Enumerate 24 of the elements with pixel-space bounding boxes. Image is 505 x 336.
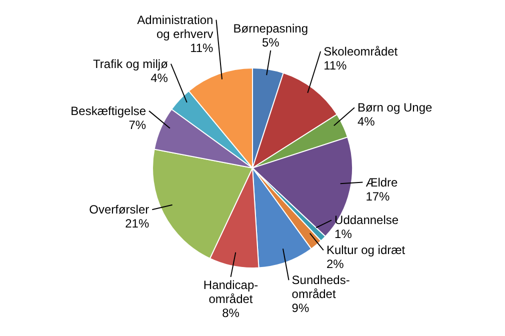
data-label: 5% — [262, 35, 280, 50]
slice-label: Handicap- området — [203, 278, 258, 306]
data-label: 1% — [334, 227, 352, 242]
data-label: 11% — [190, 40, 214, 55]
data-label: 21% — [125, 216, 150, 231]
slice-label: Overførsler — [89, 202, 150, 217]
data-label: 4% — [357, 114, 376, 129]
slice-label: Trafik og miljø — [93, 56, 169, 71]
slice-label: Skoleområdet — [324, 44, 398, 58]
slice-label: Uddannelse — [334, 213, 399, 228]
data-label: 7% — [128, 118, 146, 132]
data-label: 17% — [366, 189, 390, 204]
data-label: 11% — [324, 58, 348, 72]
slice-label: Sundheds- området — [292, 273, 350, 302]
data-label: 8% — [222, 306, 240, 320]
data-label: 2% — [326, 257, 344, 272]
slice-label: Administration og erhverv — [137, 12, 214, 41]
slice-label: Ældre — [366, 175, 398, 190]
slice-label: Beskæftigelse — [70, 104, 146, 118]
slice-label: Børnepasning — [233, 21, 308, 36]
slice-label: Kultur og idræt — [326, 243, 406, 258]
data-label: 4% — [150, 70, 168, 85]
slice-label: Børn og Unge — [357, 100, 432, 115]
data-label: 9% — [292, 301, 310, 316]
